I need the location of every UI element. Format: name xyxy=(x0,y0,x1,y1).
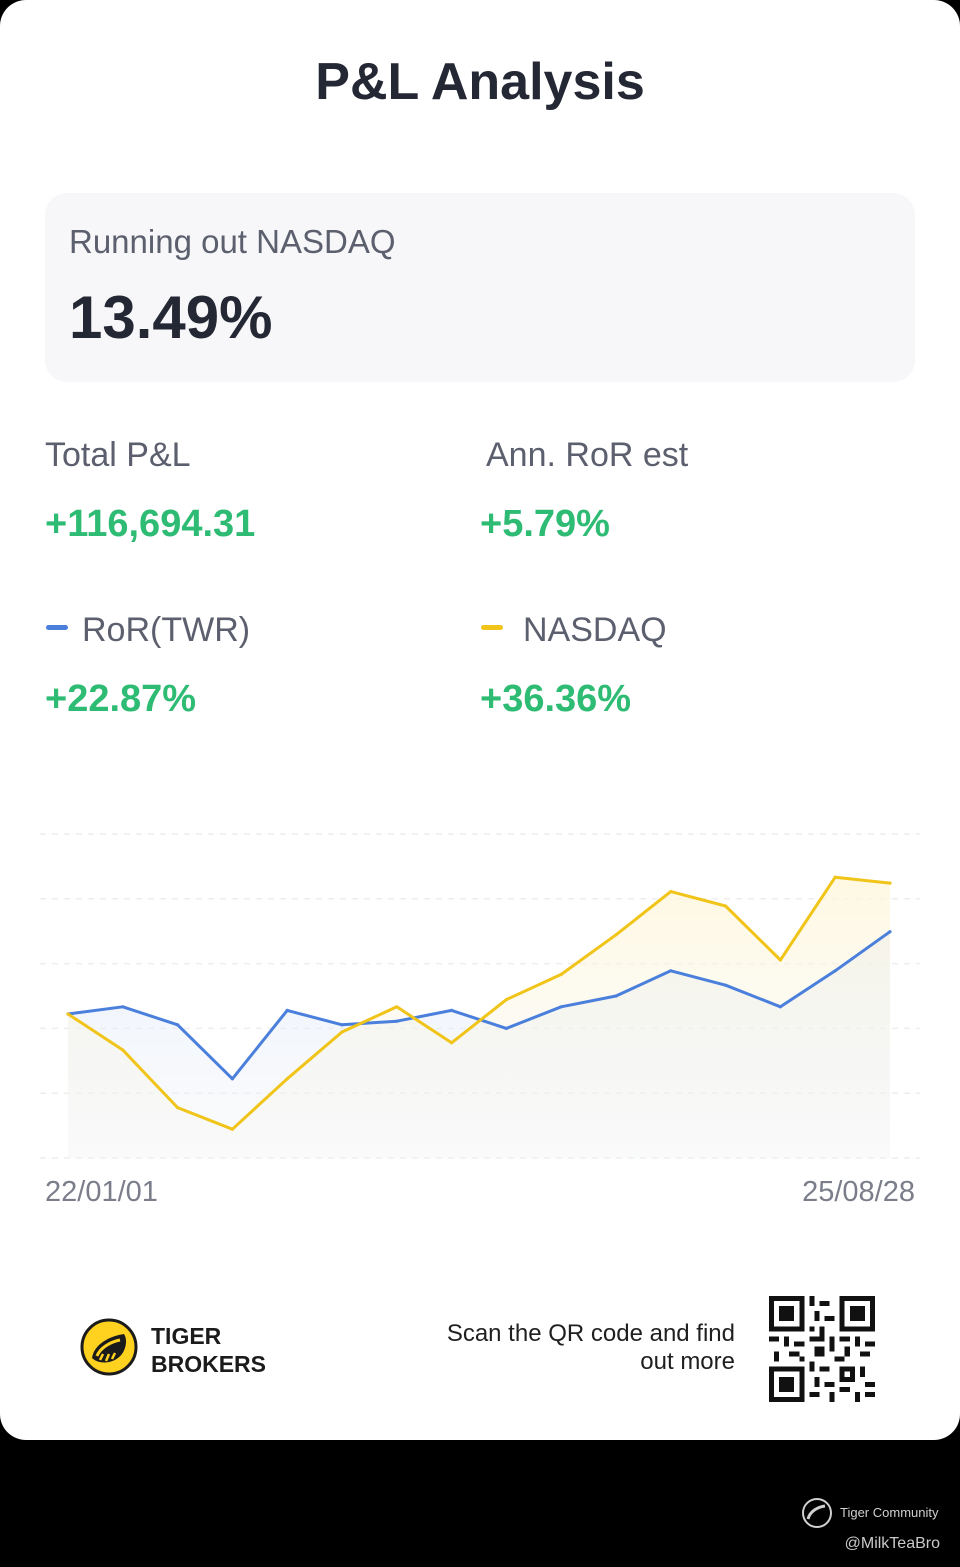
data-point xyxy=(176,1023,180,1027)
data-point xyxy=(121,1048,125,1052)
data-point xyxy=(395,1019,399,1023)
total-pl-label: Total P&L xyxy=(45,436,191,474)
ror-twr-label: RoR(TWR) xyxy=(82,611,251,649)
qr-caption: Scan the QR code and find out more xyxy=(446,1320,735,1375)
data-point xyxy=(285,1077,289,1081)
author-handle: @MilkTeaBro xyxy=(844,1535,940,1552)
data-point xyxy=(888,881,892,885)
performance-chart[interactable] xyxy=(40,820,920,1170)
data-point xyxy=(66,1012,70,1016)
data-point xyxy=(724,983,728,987)
qr-code-icon[interactable] xyxy=(768,1296,876,1402)
tiger-brokers-logo: TIGER BROKERS xyxy=(80,1318,280,1380)
data-point xyxy=(230,1127,234,1131)
data-point xyxy=(450,1041,454,1045)
data-point xyxy=(176,1106,180,1110)
x-axis-end-label: 25/08/28 xyxy=(802,1176,915,1208)
data-point xyxy=(724,904,728,908)
data-point xyxy=(614,994,618,998)
ann-ror-label: Ann. RoR est xyxy=(486,436,689,474)
tiger-community-icon xyxy=(802,1498,832,1528)
community-name: Tiger Community xyxy=(840,1505,939,1520)
x-axis-start-label: 22/01/01 xyxy=(45,1176,158,1208)
brand-line-2: BROKERS xyxy=(151,1351,267,1377)
data-point xyxy=(833,875,837,879)
chart-areas xyxy=(68,877,890,1158)
tiger-logo-icon xyxy=(80,1318,138,1376)
page-title: P&L Analysis xyxy=(315,53,645,111)
total-pl-value: +116,694.31 xyxy=(45,503,256,545)
summary-panel: Running out NASDAQ 13.49% xyxy=(45,193,915,382)
data-point xyxy=(230,1077,234,1081)
pl-analysis-card: P&L Analysis Running out NASDAQ 13.49% T… xyxy=(0,0,960,1440)
performance-chart-svg xyxy=(40,833,920,1159)
nasdaq-legend-swatch xyxy=(481,625,503,630)
data-point xyxy=(504,998,508,1002)
ann-ror-value: +5.79% xyxy=(480,503,610,545)
data-point xyxy=(888,930,892,934)
brand-name: TIGER BROKERS xyxy=(151,1322,266,1378)
chart-lines xyxy=(66,875,892,1131)
data-point xyxy=(121,1005,125,1009)
series-area-1 xyxy=(68,877,890,1158)
data-point xyxy=(340,1030,344,1034)
data-point xyxy=(833,969,837,973)
data-point xyxy=(614,933,618,937)
brand-line-1: TIGER xyxy=(151,1323,222,1349)
data-point xyxy=(778,958,783,962)
series-line-nasdaq xyxy=(67,875,891,1131)
tiger-community-watermark: Tiger Community xyxy=(800,1497,940,1529)
data-point xyxy=(504,1026,508,1030)
data-point xyxy=(285,1008,289,1012)
nasdaq-value: +36.36% xyxy=(480,678,632,720)
data-point xyxy=(450,1008,454,1012)
data-point xyxy=(669,890,673,894)
data-point xyxy=(559,972,563,976)
nasdaq-label: NASDAQ xyxy=(523,611,667,649)
data-point xyxy=(340,1023,344,1027)
data-point xyxy=(559,1005,563,1009)
data-point xyxy=(395,1005,399,1009)
ror-twr-legend-swatch xyxy=(46,625,68,630)
data-point xyxy=(778,1005,783,1009)
summary-label: Running out NASDAQ xyxy=(69,223,396,260)
ror-twr-value: +22.87% xyxy=(45,678,197,720)
data-point xyxy=(669,969,673,973)
summary-value: 13.49% xyxy=(69,284,273,351)
